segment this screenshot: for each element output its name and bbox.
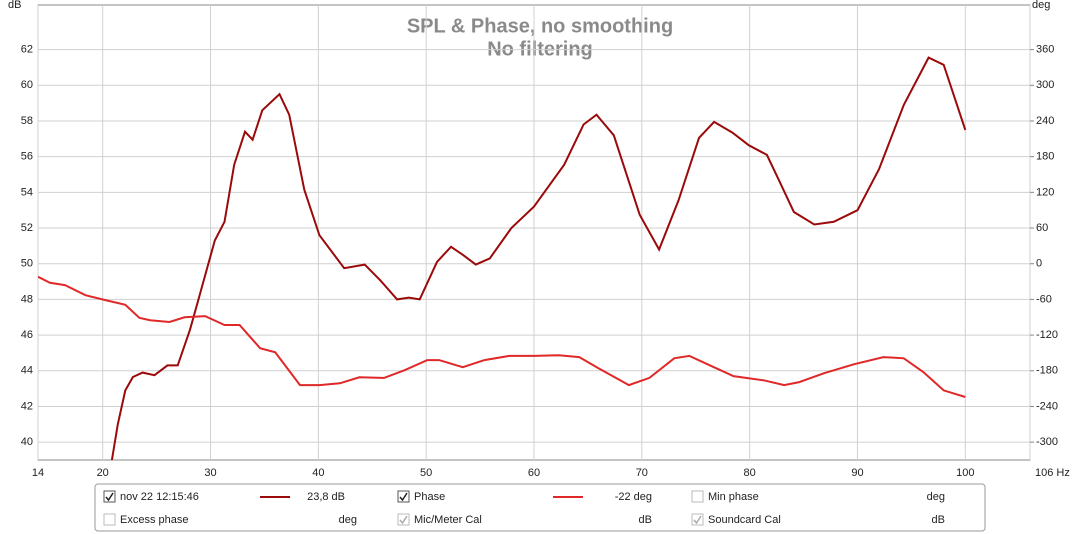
legend-unit: deg — [927, 491, 945, 503]
checkbox — [103, 490, 116, 503]
y-tick-label: 46 — [21, 329, 33, 341]
checkbox — [397, 513, 410, 526]
legend-unit: dB — [932, 514, 945, 526]
checkmark — [693, 515, 702, 525]
legend-label: Excess phase — [120, 514, 188, 526]
y2-tick-label: 180 — [1036, 151, 1054, 163]
legend-panel — [94, 483, 986, 532]
y2-tick-label: 240 — [1036, 115, 1054, 127]
series-line — [110, 56, 967, 460]
x-tick-label: 20 — [97, 467, 109, 479]
y2-axis-label: deg — [1032, 0, 1050, 11]
y2-tick-label: -120 — [1036, 329, 1058, 341]
x-tick-label: 40 — [312, 467, 324, 479]
checkbox — [691, 490, 704, 503]
legend-label: Phase — [414, 491, 445, 503]
y-tick-label: 54 — [21, 186, 33, 198]
y2-tick-label: 360 — [1036, 44, 1054, 56]
legend-readout: -22 deg — [615, 491, 652, 503]
checkmark — [399, 515, 408, 525]
y-tick-label: 48 — [21, 293, 33, 305]
y-tick-label: 50 — [21, 258, 33, 270]
x-tick-label: 100 — [956, 467, 974, 479]
x-tick-label: 60 — [528, 467, 540, 479]
y2-tick-label: 60 — [1036, 222, 1048, 234]
y-tick-label: 40 — [21, 436, 33, 448]
y-tick-label: 56 — [21, 151, 33, 163]
y-tick-label: 52 — [21, 222, 33, 234]
x-tick-label: 70 — [636, 467, 648, 479]
y2-tick-label: -60 — [1036, 293, 1052, 305]
y2-tick-label: 300 — [1036, 79, 1054, 91]
y-tick-label: 58 — [21, 115, 33, 127]
legend-label: Min phase — [708, 491, 759, 503]
y2-tick-label: 0 — [1036, 258, 1042, 270]
y2-tick-label: -180 — [1036, 365, 1058, 377]
chart-title: SPL & Phase, no smoothing — [407, 15, 673, 37]
legend-unit: dB — [639, 514, 652, 526]
checkmark — [105, 492, 114, 502]
y-tick-label: 44 — [21, 365, 33, 377]
legend-label: Mic/Meter Cal — [414, 514, 482, 526]
checkmark — [399, 492, 408, 502]
legend-unit: deg — [339, 514, 357, 526]
y2-tick-label: -300 — [1036, 436, 1058, 448]
y2-tick-label: 120 — [1036, 186, 1054, 198]
checkbox — [397, 490, 410, 503]
x-tick-label: 106 Hz — [1035, 467, 1070, 479]
legend-readout: 23,8 dB — [307, 491, 345, 503]
checkbox — [103, 513, 116, 526]
checkbox — [691, 513, 704, 526]
y2-tick-label: -240 — [1036, 400, 1058, 412]
y-tick-label: 62 — [21, 44, 33, 56]
legend-label: Soundcard Cal — [708, 514, 781, 526]
x-tick-label: 30 — [204, 467, 216, 479]
y-tick-label: 60 — [21, 79, 33, 91]
x-tick-label: 50 — [420, 467, 432, 479]
x-tick-label: 14 — [32, 467, 44, 479]
series-line — [38, 275, 966, 398]
x-tick-label: 80 — [744, 467, 756, 479]
y-tick-label: 42 — [21, 400, 33, 412]
legend-label: nov 22 12:15:46 — [120, 491, 199, 503]
x-tick-label: 90 — [851, 467, 863, 479]
y-axis-label: dB — [8, 0, 21, 11]
